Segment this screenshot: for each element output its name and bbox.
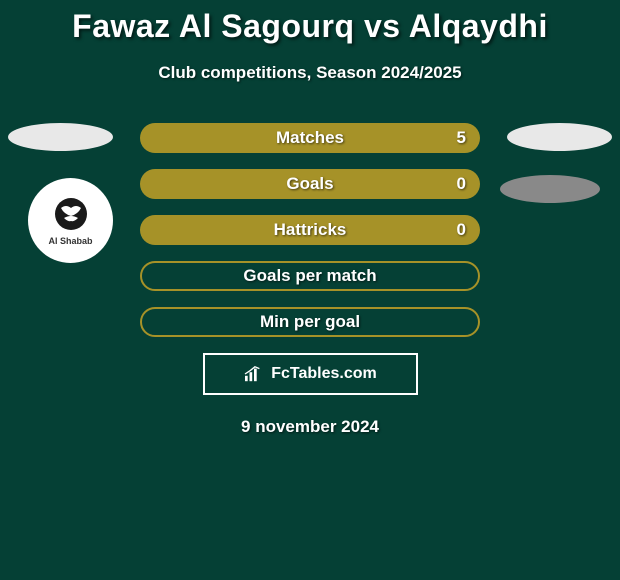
- team-left-badge: Al Shabab: [28, 178, 113, 263]
- player-right-avatar: [507, 123, 612, 151]
- stat-row-goals: Goals 0: [140, 169, 480, 199]
- stat-value-right: 0: [457, 174, 466, 194]
- team-logo-icon: [46, 196, 96, 236]
- stat-label: Matches: [276, 128, 344, 148]
- player-left-avatar: [8, 123, 113, 151]
- page-title: Fawaz Al Sagourq vs Alqaydhi: [0, 0, 620, 45]
- team-left-inner: Al Shabab: [41, 191, 101, 251]
- watermark-text: FcTables.com: [271, 365, 377, 383]
- team-right-badge: [500, 175, 600, 203]
- stat-row-goals-per-match: Goals per match: [140, 261, 480, 291]
- team-left-label: Al Shabab: [48, 236, 92, 246]
- stat-value-right: 5: [457, 128, 466, 148]
- stat-row-min-per-goal: Min per goal: [140, 307, 480, 337]
- stat-label: Goals: [286, 174, 333, 194]
- stat-bars: Matches 5 Goals 0 Hattricks 0 Goals per …: [140, 123, 480, 337]
- stat-label: Goals per match: [243, 266, 376, 286]
- content-area: Al Shabab Matches 5 Goals 0 Hattricks 0 …: [0, 123, 620, 437]
- stat-value-right: 0: [457, 220, 466, 240]
- stat-row-hattricks: Hattricks 0: [140, 215, 480, 245]
- stat-row-matches: Matches 5: [140, 123, 480, 153]
- subtitle: Club competitions, Season 2024/2025: [0, 63, 620, 83]
- watermark: FcTables.com: [203, 353, 418, 395]
- stat-label: Min per goal: [260, 312, 360, 332]
- date-text: 9 november 2024: [0, 417, 620, 437]
- chart-icon: [243, 365, 265, 383]
- stat-label: Hattricks: [274, 220, 347, 240]
